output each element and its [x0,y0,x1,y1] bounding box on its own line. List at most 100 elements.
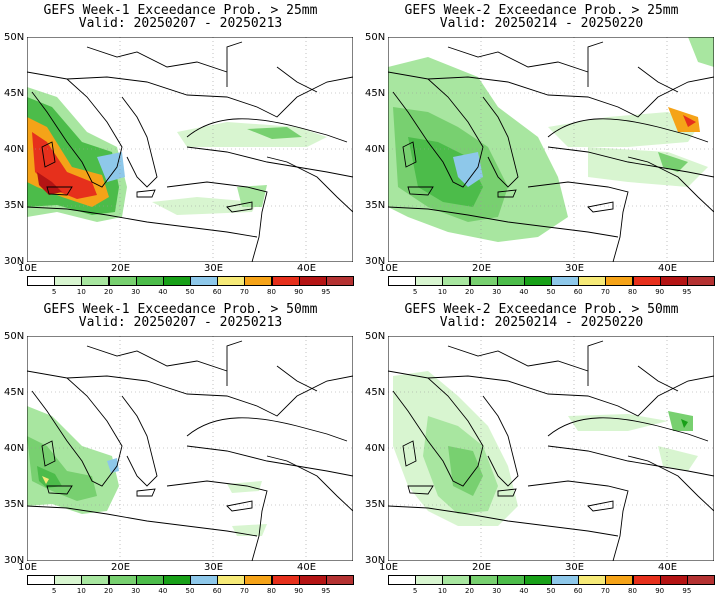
colorbar-label: 90 [294,288,304,296]
colorbar-swatch [244,575,273,585]
colorbar-swatch [686,575,715,585]
colorbar-swatch [605,276,634,286]
panel-valid-date: Valid: 20250207 - 20250213 [78,315,283,330]
colorbar-label: 20 [465,288,474,296]
lat-label: 30N [365,256,386,267]
colorbar-swatch [298,575,327,585]
colorbar-swatch [162,276,191,286]
colorbar: 5 10 20 30 40 50 60 70 80 90 95 [388,276,715,298]
colorbar-swatch [108,276,137,286]
precip-probability-field [27,87,327,222]
panel-week2-25mm: GEFS Week-2 Exceedance Prob. > 25mm Vali… [361,0,722,299]
coastlines [27,340,353,561]
lat-label: 50N [4,32,25,43]
colorbar-swatch [659,575,688,585]
colorbar-label: 70 [239,587,249,595]
colorbar-label: 80 [628,587,637,595]
map-frame [27,37,353,262]
colorbar-swatch [217,575,246,585]
lon-label: 10E [379,562,399,573]
lon-label: 20E [111,263,131,274]
colorbar-swatch [325,276,354,286]
colorbar: 5 10 20 30 40 50 60 70 80 90 95 [27,276,354,298]
colorbar-label: 80 [628,288,637,296]
colorbar-swatch [632,276,661,286]
colorbar-swatch [27,575,56,585]
colorbar-swatch [659,276,688,286]
lat-label: 40N [365,144,386,155]
colorbar-label: 40 [519,288,529,296]
panel-valid-date: Valid: 20250214 - 20250220 [439,315,644,330]
colorbar-label: 95 [682,587,692,595]
colorbar-label: 5 [51,288,57,296]
colorbar-label: 70 [239,288,249,296]
colorbar-label: 95 [682,288,692,296]
colorbar-swatch [551,276,580,286]
colorbar-label: 60 [212,587,222,595]
colorbar-swatch [578,276,607,286]
colorbar-swatch [523,575,552,585]
lat-label: 50N [365,331,386,342]
colorbar-swatch [54,575,83,585]
colorbar: 5 10 20 30 40 50 60 70 80 90 95 [27,575,354,597]
colorbar-label: 50 [185,587,195,595]
lat-label: 35N [4,499,25,510]
colorbar-label: 20 [104,288,113,296]
colorbar-label: 50 [546,587,556,595]
colorbar-swatch [135,575,164,585]
colorbar-swatch [496,276,525,286]
colorbar-swatch [217,276,246,286]
colorbar-swatch [271,276,300,286]
colorbar-swatch [108,575,137,585]
lat-label: 45N [365,387,386,398]
colorbar-swatch [469,276,498,286]
panel-week2-50mm: GEFS Week-2 Exceedance Prob. > 50mm Vali… [361,299,722,598]
lat-label: 35N [365,200,386,211]
lon-label: 10E [18,562,38,573]
panel-title: GEFS Week-2 Exceedance Prob. > 25mm [404,3,679,18]
panel-title: GEFS Week-2 Exceedance Prob. > 50mm [404,302,679,317]
colorbar-swatch [54,276,83,286]
colorbar-swatch [190,276,219,286]
colorbar-label: 30 [492,587,502,595]
colorbar-swatch [523,276,552,286]
lat-label: 30N [4,256,25,267]
colorbar-label: 90 [294,587,304,595]
lat-label: 30N [365,555,386,566]
colorbar-swatch [578,575,607,585]
colorbar-label: 5 [412,587,418,595]
colorbar-swatch [298,276,327,286]
coastlines [388,340,714,561]
colorbar-label: 30 [131,288,141,296]
colorbar-label: 10 [76,587,86,595]
coastlines [388,41,714,262]
colorbar-swatch [190,575,219,585]
colorbar-swatch [135,276,164,286]
colorbar-label: 40 [158,288,168,296]
colorbar-label: 10 [76,288,86,296]
lon-label: 30E [204,263,224,274]
lon-label: 20E [111,562,131,573]
colorbar-swatch [469,575,498,585]
lon-label: 20E [472,562,492,573]
colorbar-label: 60 [573,288,583,296]
colorbar-swatch [271,575,300,585]
colorbar-label: 30 [131,587,141,595]
panel-week1-50mm: GEFS Week-1 Exceedance Prob. > 50mm Vali… [0,299,361,598]
colorbar-label: 5 [412,288,418,296]
graticule [388,336,714,561]
graticule [27,37,353,262]
colorbar-label: 40 [158,587,168,595]
lon-label: 40E [658,562,678,573]
lat-label: 50N [4,331,25,342]
colorbar-label: 90 [655,587,665,595]
lon-label: 10E [379,263,399,274]
colorbar-label: 80 [267,587,276,595]
lat-label: 45N [4,387,25,398]
lon-label: 30E [565,562,585,573]
lon-label: 40E [658,263,678,274]
colorbar-label: 10 [437,587,447,595]
colorbar-label: 80 [267,288,276,296]
panel-week1-25mm: GEFS Week-1 Exceedance Prob. > 25mm Vali… [0,0,361,299]
colorbar-label: 60 [212,288,222,296]
